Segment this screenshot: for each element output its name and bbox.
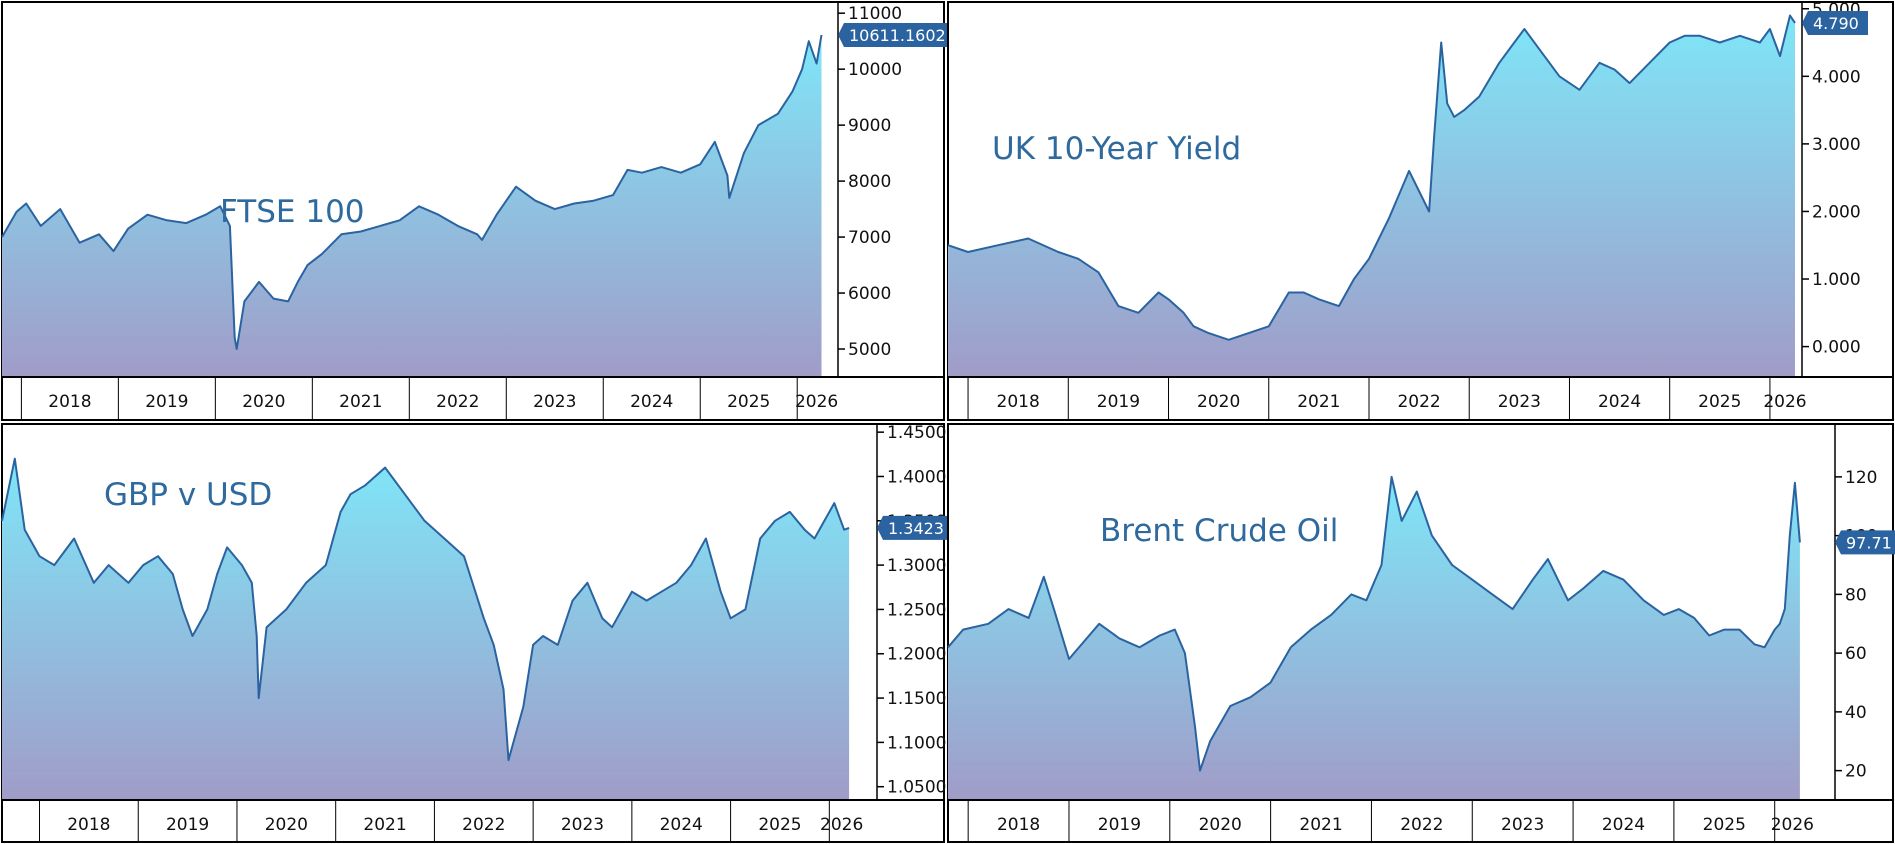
x-tick-label: 2026 [820,815,863,835]
x-tick-label: 2021 [363,815,406,835]
x-tick-label: 2019 [166,815,209,835]
x-tick-label: 2022 [462,815,505,835]
last-value-tag-shape [838,22,952,47]
x-tick-label: 2025 [1703,815,1746,835]
x-tick-label: 2025 [727,392,770,412]
last-value-tag: 1.3423 [877,515,953,540]
y-tick-label: 1.4000 [887,467,946,487]
y-tick-label: 8000 [848,172,891,192]
last-value-tag-shape [877,515,953,540]
y-tick-label: 2.000 [1812,202,1861,222]
chart-title: GBP v USD [104,477,272,513]
last-value-tag: 10611.1602 [838,22,952,47]
x-tick-label: 2023 [561,815,604,835]
series-area [948,15,1795,377]
x-tick-label: 2026 [1771,815,1814,835]
x-tick-label: 2018 [997,392,1040,412]
last-value-label: 1.3423 [888,519,944,538]
last-value-tag-shape [1835,530,1895,555]
last-value-label: 4.790 [1813,14,1859,33]
x-tick-label: 2020 [1197,392,1240,412]
x-tick-label: 2023 [533,392,576,412]
y-tick-label: 120 [1845,468,1877,488]
x-tick-label: 2026 [795,392,838,412]
last-value-label: 97.71 [1846,533,1892,552]
x-tick-label: 2020 [265,815,308,835]
y-tick-label: 1.0500 [887,778,946,798]
y-tick-label: 60 [1845,644,1867,664]
x-tick-label: 2021 [339,392,382,412]
y-tick-label: 7000 [848,228,891,248]
y-tick-label: 5000 [848,340,891,360]
y-tick-label: 3.000 [1812,135,1861,155]
y-tick-label: 9000 [848,116,891,136]
x-tick-label: 2026 [1763,392,1806,412]
chart-title: UK 10-Year Yield [992,131,1241,167]
x-tick-label: 2019 [1097,392,1140,412]
x-tick-label: 2025 [758,815,801,835]
y-tick-label: 11000 [848,4,902,24]
x-tick-label: 2022 [1397,392,1440,412]
x-tick-label: 2021 [1297,392,1340,412]
x-tick-label: 2024 [630,392,673,412]
x-tick-label: 2018 [997,815,1040,835]
x-tick-label: 2021 [1299,815,1342,835]
y-tick-label: 1.000 [1812,270,1861,290]
series-line [1,457,850,762]
series-area [2,35,822,377]
last-value-tag-shape [1802,10,1868,35]
series-line [1,34,823,350]
gbp-v-usd-panel: 2018 2019 2020 2021 2022 2023 2024 2025 2026 1.05… [1,423,953,843]
x-tick-label: 2025 [1698,392,1741,412]
last-value-tag: 4.790 [1802,10,1868,35]
uk-10-year-yield-panel: 2018 2019 2020 2021 2022 2023 2024 2025 2026 0.00… [947,0,1894,421]
x-tick-label: 2020 [1199,815,1242,835]
x-tick-label: 2020 [242,392,285,412]
brent-crude-oil-panel: 2018 2019 2020 2021 2022 2023 2024 2025 2026 20 40… [947,423,1895,843]
y-tick-label: 10000 [848,60,902,80]
last-value-label: 10611.1602 [849,26,946,45]
y-tick-label: 1.1000 [887,733,946,753]
y-tick-label: 80 [1845,585,1867,605]
x-tick-label: 2022 [1400,815,1443,835]
ftse-100-panel: 2018 2019 2020 2021 2022 2023 2024 2025 2026 5000… [1,1,952,421]
chart-title: FTSE 100 [220,194,365,230]
x-tick-label: 2018 [48,392,91,412]
x-tick-label: 2023 [1501,815,1544,835]
last-value-tag: 97.71 [1835,530,1895,555]
series-line [947,14,1796,341]
y-tick-label: 40 [1845,703,1867,723]
y-tick-label: 1.2500 [887,600,946,620]
series-line [947,475,1801,772]
y-tick-label: 1.4500 [887,423,946,443]
y-tick-label: 1.2000 [887,645,946,665]
x-tick-label: 2024 [660,815,703,835]
x-tick-label: 2023 [1498,392,1541,412]
x-tick-label: 2018 [67,815,110,835]
x-tick-label: 2019 [1098,815,1141,835]
x-tick-label: 2022 [436,392,479,412]
series-area [2,458,850,800]
y-tick-label: 1.1500 [887,689,946,709]
y-tick-label: 1.3000 [887,556,946,576]
chart-title: Brent Crude Oil [1100,513,1338,549]
y-tick-label: 20 [1845,762,1867,782]
y-tick-label: 6000 [848,284,891,304]
x-tick-label: 2024 [1598,392,1641,412]
x-tick-label: 2024 [1602,815,1645,835]
y-tick-label: 0.000 [1812,338,1861,358]
series-area [948,476,1800,800]
x-tick-label: 2019 [145,392,188,412]
y-tick-label: 4.000 [1812,67,1861,87]
